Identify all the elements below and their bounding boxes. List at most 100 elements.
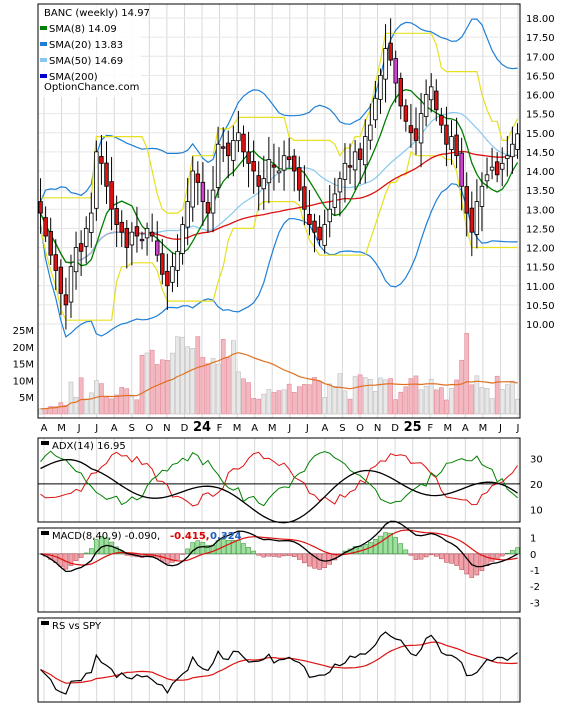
macd-histogram-bar [505, 553, 510, 555]
volume-bar [220, 339, 226, 415]
volume-bar [73, 397, 79, 415]
candle-body [185, 201, 190, 228]
macd-histogram-bar [241, 543, 246, 555]
candle-body [449, 136, 454, 151]
x-axis-label: 24 [193, 420, 211, 435]
legend-entry: SMA(50) 14.69 [49, 56, 123, 67]
volume-bar [200, 357, 206, 415]
macd-histogram-bar [180, 553, 185, 555]
volume-bar [367, 378, 373, 415]
volume-bar [489, 398, 495, 415]
volume-bar [403, 386, 409, 415]
candle-body [83, 227, 89, 247]
legend-swatch [40, 74, 47, 78]
price-tick-label: 14.00 [526, 167, 555, 178]
macd-histogram-bar [403, 549, 409, 555]
candle-body [165, 270, 170, 287]
volume-bar [439, 387, 444, 415]
volume-bar [423, 385, 429, 415]
x-axis-label: J [305, 423, 309, 434]
macd-histogram-bar [246, 547, 251, 555]
volume-bar [246, 382, 251, 415]
adx-legend-swatch [41, 441, 49, 445]
x-axis-label: D [181, 423, 189, 434]
candle-body [104, 162, 109, 187]
plus-di-line [40, 450, 518, 507]
volume-bar [383, 379, 388, 415]
volume-bar [124, 388, 130, 415]
macd-histogram-bar [494, 553, 500, 560]
macd-histogram-bar [464, 553, 470, 575]
candle-body [160, 253, 165, 275]
candle-body [322, 224, 327, 246]
candle-body [195, 173, 201, 183]
macd-histogram-bar [413, 553, 419, 560]
macd-histogram-bar [444, 553, 449, 563]
volume-bar [190, 348, 196, 415]
macd-histogram-bar [423, 553, 429, 558]
candle-body [302, 186, 307, 210]
volume-bar [139, 354, 145, 415]
macd-histogram-bar [383, 532, 388, 555]
macd-histogram-bar [78, 553, 84, 558]
macd-histogram-bar [510, 550, 515, 555]
volume-bar [205, 363, 211, 415]
candle-body [215, 143, 221, 188]
price-tick-label: 12.00 [526, 244, 555, 255]
volume-tick-label: 10M [13, 376, 34, 387]
volume-bar [362, 377, 368, 415]
rs-label: RS vs SPY [52, 621, 102, 632]
price-tick-label: 10.50 [526, 301, 555, 312]
minus-di-line [40, 451, 518, 507]
candle-body [378, 74, 383, 100]
macd-histogram-bar [276, 553, 282, 558]
volume-bar [225, 357, 231, 415]
candle-body [423, 94, 429, 117]
price-tick-label: 15.50 [526, 110, 555, 121]
rs-frame [37, 617, 521, 703]
macd-histogram-bar [515, 547, 520, 555]
macd-tick-label: -1 [530, 566, 540, 577]
candle-body [99, 156, 104, 164]
candle-body [413, 128, 419, 141]
volume-bar [378, 377, 383, 415]
volume-bar [332, 386, 338, 415]
candle-body [505, 155, 510, 159]
candle-body [383, 48, 388, 80]
volume-average-line [40, 352, 518, 410]
macd-histogram-bar [94, 539, 99, 555]
candle-body [337, 178, 343, 193]
candle-body [347, 165, 353, 168]
rs-panel: RS vs SPY [37, 617, 521, 703]
volume-bar [58, 402, 64, 415]
candle-body [489, 166, 495, 171]
candle-body [129, 231, 135, 246]
macd-histogram-bar [428, 553, 434, 556]
volume-bar [444, 399, 449, 415]
x-axis-label: S [339, 423, 345, 434]
candle-body [246, 151, 251, 164]
macd-histogram-bar [271, 553, 277, 557]
candle-body [200, 181, 206, 203]
legend-swatch [40, 26, 47, 30]
x-axis-label: J [77, 423, 81, 434]
price-tick-label: 14.50 [526, 148, 555, 159]
macd-histogram-bar [418, 553, 424, 560]
volume-bar [195, 336, 201, 415]
candle-body [459, 152, 464, 187]
candle-body [368, 124, 373, 141]
x-axis-label: M [233, 423, 242, 434]
x-axis-label: A [321, 423, 328, 434]
x-axis-label: J [516, 423, 520, 434]
volume-bar [261, 393, 267, 415]
candle-body [231, 139, 236, 161]
candle-body [484, 174, 490, 182]
volume-bar [144, 352, 150, 415]
candle-body [454, 134, 459, 157]
candle-body [78, 243, 84, 252]
price-tick-label: 11.00 [526, 282, 555, 293]
volume-bar [307, 384, 312, 415]
candle-body [297, 167, 302, 191]
macd-histogram-bar [68, 553, 74, 566]
